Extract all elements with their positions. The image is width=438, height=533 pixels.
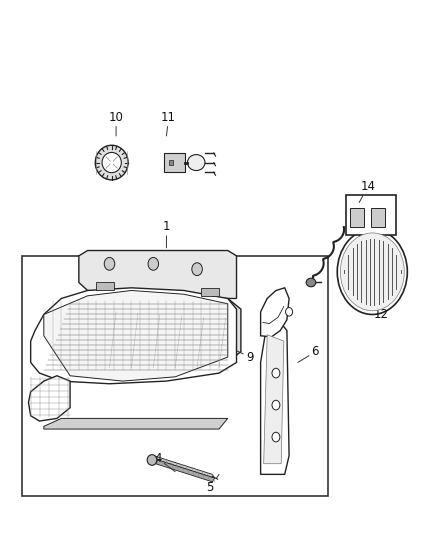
Bar — [164, 153, 185, 172]
Polygon shape — [201, 288, 219, 296]
Ellipse shape — [306, 278, 316, 287]
Circle shape — [148, 257, 159, 270]
Polygon shape — [79, 298, 241, 368]
Bar — [371, 208, 385, 227]
Polygon shape — [79, 251, 237, 298]
Text: 12: 12 — [374, 298, 389, 321]
Circle shape — [272, 432, 280, 442]
Polygon shape — [155, 460, 215, 482]
Circle shape — [192, 263, 202, 276]
Bar — [350, 208, 364, 227]
Ellipse shape — [102, 152, 121, 173]
Bar — [22, 256, 328, 496]
Text: 8: 8 — [36, 394, 57, 414]
Text: 9: 9 — [228, 346, 254, 364]
Text: 4: 4 — [154, 452, 175, 472]
Text: 6: 6 — [298, 345, 319, 362]
Ellipse shape — [187, 155, 205, 171]
Polygon shape — [28, 376, 70, 421]
Text: 10: 10 — [109, 111, 124, 136]
Text: 1: 1 — [162, 220, 170, 248]
Polygon shape — [155, 456, 215, 478]
Text: 14: 14 — [359, 180, 375, 203]
Polygon shape — [261, 322, 289, 474]
Polygon shape — [261, 288, 289, 337]
Circle shape — [286, 308, 293, 316]
Circle shape — [272, 400, 280, 410]
Ellipse shape — [147, 455, 157, 465]
Polygon shape — [44, 418, 228, 429]
Polygon shape — [31, 288, 237, 384]
Circle shape — [104, 257, 115, 270]
Bar — [346, 195, 396, 235]
Polygon shape — [359, 235, 381, 243]
Polygon shape — [96, 282, 114, 290]
Ellipse shape — [95, 145, 128, 180]
Polygon shape — [264, 335, 284, 464]
Text: 5: 5 — [207, 474, 219, 494]
Bar — [169, 160, 173, 165]
Circle shape — [272, 368, 280, 378]
Circle shape — [337, 229, 407, 314]
Polygon shape — [44, 290, 228, 381]
Text: 11: 11 — [161, 111, 176, 136]
Circle shape — [340, 233, 404, 311]
